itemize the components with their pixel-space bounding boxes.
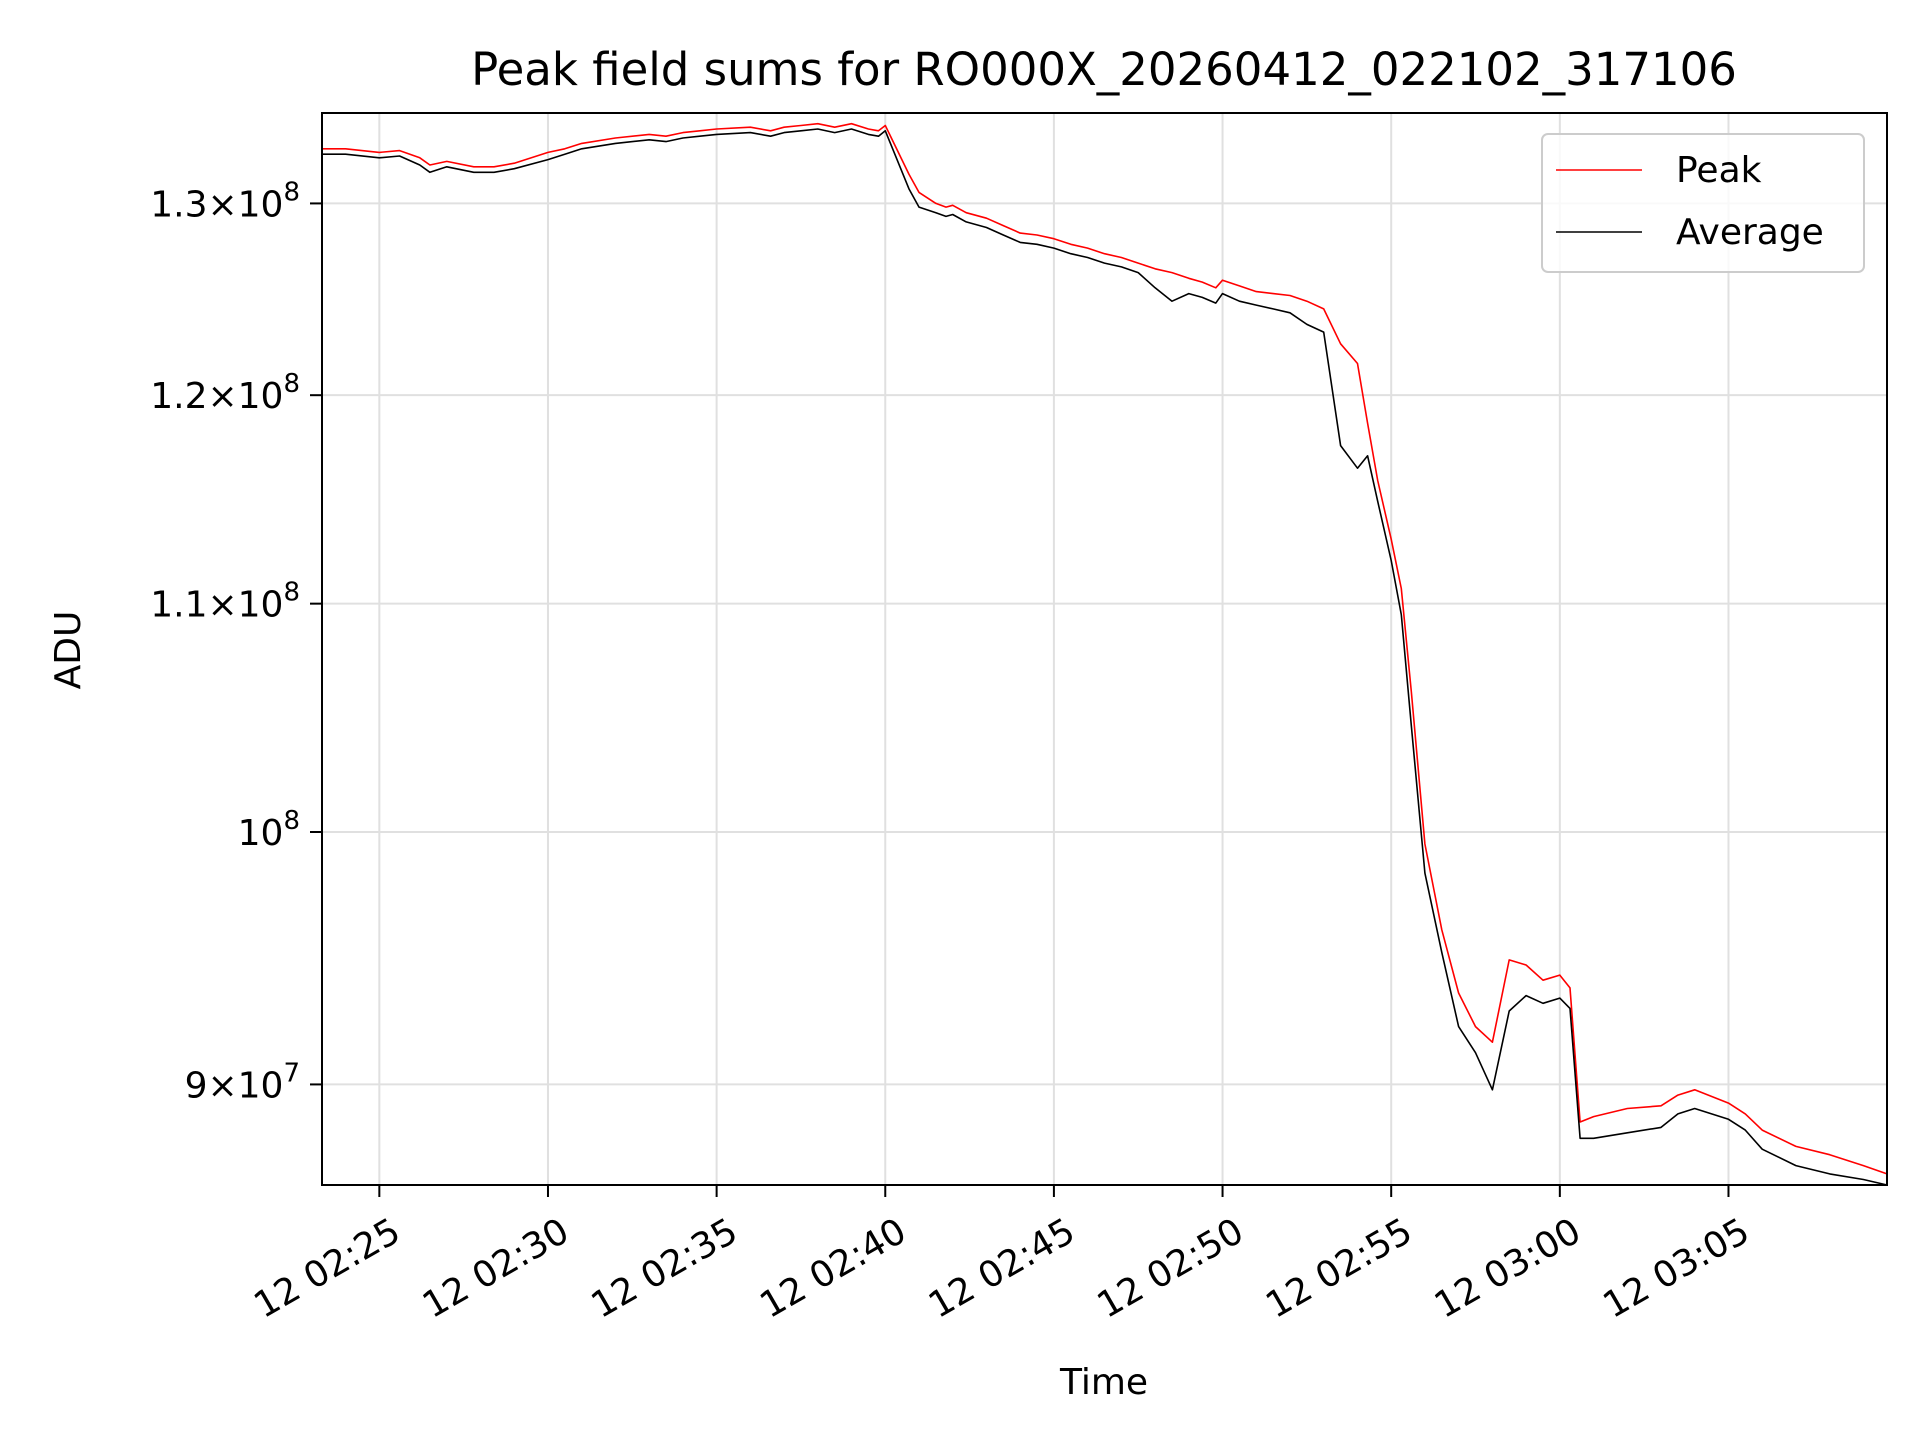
y-tick-mantissa: 9× <box>185 1065 238 1106</box>
y-tick-mantissa: 1.3× <box>150 184 237 225</box>
y-tick-mantissa: 1.1× <box>150 585 237 626</box>
y-axis: 9×107 108 1.1×108 1.2×108 1.3×108 <box>150 177 322 1106</box>
y-tick-label: 9×107 <box>185 1058 300 1106</box>
y-tick-label: 1.3×108 <box>150 177 300 225</box>
y-tick-exponent: 8 <box>283 177 300 207</box>
legend-box <box>1541 133 1865 273</box>
x-axis-label: Time <box>1059 1362 1148 1403</box>
chart-title: Peak field sums for RO000X_20260412_0221… <box>471 43 1737 96</box>
y-tick-label: 1.1×108 <box>150 578 300 626</box>
y-tick-mantissa: 1.2× <box>150 376 237 417</box>
series-line-peak <box>322 122 1888 1175</box>
y-tick-exponent: 8 <box>283 578 300 608</box>
legend-peak-label: Peak <box>1676 150 1762 191</box>
series-line-average <box>322 128 1888 1186</box>
y-tick-label: 108 <box>238 806 300 854</box>
series-lines <box>322 122 1888 1186</box>
legend-average-label: Average <box>1676 212 1824 253</box>
y-tick-exponent: 8 <box>283 806 300 836</box>
legend: Peak Average <box>1541 133 1865 273</box>
plot-frame <box>321 112 1888 1186</box>
y-tick-exponent: 8 <box>283 369 300 399</box>
grid <box>322 113 1887 1185</box>
y-axis-label: ADU <box>48 611 89 690</box>
y-tick-exponent: 7 <box>283 1058 300 1088</box>
y-tick-label: 1.2×108 <box>150 369 300 417</box>
